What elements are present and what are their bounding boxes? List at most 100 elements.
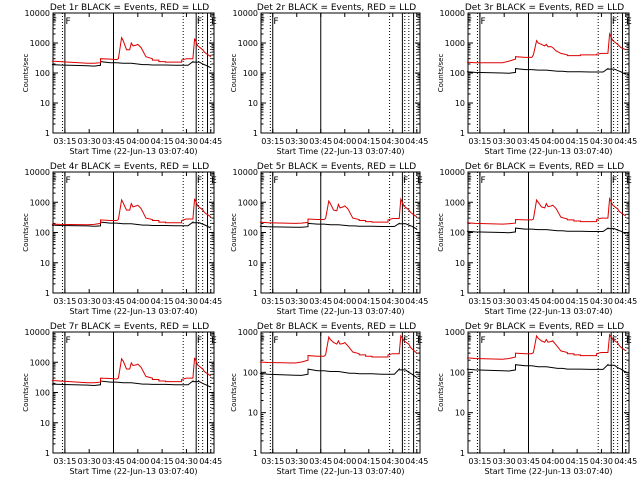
x-tick-label: 04:30 (381, 457, 404, 466)
y-tick-label: 1000 (445, 198, 465, 207)
flag-annotation: E (626, 17, 632, 27)
plot-frame (260, 331, 421, 454)
panel-title: Det 5r BLACK = Events, RED = LLD (257, 162, 416, 172)
x-tick-label: 03:30 (78, 297, 101, 306)
x-tick-label: 03:45 (517, 137, 540, 146)
x-tick-label: 03:15 (261, 297, 284, 306)
x-tick-label: 03:30 (78, 457, 101, 466)
series-line-lld (466, 32, 626, 64)
flag-annotation: F (467, 17, 472, 27)
series-line-lld (259, 334, 418, 364)
flag-annotation: F (467, 176, 472, 186)
x-tick-label: 04:45 (199, 457, 222, 466)
x-tick-label: 04:15 (566, 297, 589, 306)
x-tick-label: 03:30 (285, 297, 308, 306)
flag-annotation: F (52, 336, 57, 346)
panel-det-6: Det 6r BLACK = Events, RED = LLD Start Ti… (437, 162, 637, 316)
flag-annotation: E (417, 176, 423, 186)
panel-det-1: Det 1r BLACK = Events, RED = LLD Start Ti… (22, 3, 222, 156)
x-tick-label: 04:00 (333, 457, 356, 466)
panel-title: Det 3r BLACK = Events, RED = LLD (465, 3, 624, 13)
series-line-lld (51, 198, 212, 226)
series-line-events (51, 221, 212, 229)
x-tick-label: 04:00 (333, 297, 356, 306)
series-line-events (259, 367, 418, 378)
flag-annotation: F (197, 336, 202, 346)
y-tick-label: 10000 (25, 168, 50, 177)
flag-annotation: E (626, 336, 632, 346)
y-tick-label: 10 (455, 99, 465, 108)
x-axis-label: Start Time (22-Jun-13 03:07:40) (277, 467, 405, 476)
panel-title: Det 2r BLACK = Events, RED = LLD (257, 3, 416, 13)
x-tick-label: 04:15 (566, 137, 589, 146)
y-tick-label: 1 (45, 449, 50, 458)
y-tick-label: 100 (35, 229, 50, 238)
x-axis-label: Start Time (22-Jun-13 03:07:40) (277, 307, 405, 316)
x-tick-label: 04:45 (614, 297, 637, 306)
y-tick-label: 10000 (440, 168, 465, 177)
x-tick-label: 03:15 (261, 457, 284, 466)
x-tick-label: 04:15 (151, 137, 174, 146)
flag-annotation: F (403, 336, 408, 346)
y-tick-label: 10 (40, 419, 50, 428)
flag-annotation: E (211, 176, 217, 186)
x-tick-label: 03:15 (53, 297, 76, 306)
flag-annotation: F (66, 336, 71, 346)
plot-frame (52, 331, 215, 454)
x-tick-label: 04:30 (590, 297, 613, 306)
x-tick-label: 04:45 (405, 297, 428, 306)
y-axis-label: Counts/sec (22, 54, 30, 93)
plot-frame (260, 171, 421, 294)
series-line-events (259, 222, 418, 230)
y-tick-label: 10000 (233, 9, 258, 18)
x-tick-label: 03:45 (309, 137, 332, 146)
x-tick-label: 04:45 (405, 457, 428, 466)
y-tick-label: 100 (35, 389, 50, 398)
panel-title: Det 7r BLACK = Events, RED = LLD (50, 322, 209, 332)
x-axis-label: Start Time (22-Jun-13 03:07:40) (485, 307, 613, 316)
x-tick-label: 03:45 (517, 457, 540, 466)
x-tick-label: 03:30 (285, 457, 308, 466)
plot-frame (467, 331, 630, 454)
x-tick-label: 04:00 (126, 137, 149, 146)
y-tick-label: 1000 (30, 39, 50, 48)
x-axis-label: Start Time (22-Jun-13 03:07:40) (70, 307, 198, 316)
x-tick-label: 04:30 (590, 137, 613, 146)
flag-annotation: F (467, 336, 472, 346)
x-tick-label: 04:45 (614, 137, 637, 146)
x-tick-label: 04:30 (175, 137, 198, 146)
x-axis-label: Start Time (22-Jun-13 03:07:40) (277, 147, 405, 156)
series-line-lld (51, 357, 212, 384)
panel-title: Det 6r BLACK = Events, RED = LLD (465, 162, 624, 172)
y-tick-label: 10 (455, 259, 465, 268)
flag-annotation: F (66, 17, 71, 27)
panel-title: Det 9r BLACK = Events, RED = LLD (465, 322, 624, 332)
y-tick-label: 10000 (440, 9, 465, 18)
panel-title: Det 8r BLACK = Events, RED = LLD (257, 322, 416, 332)
x-tick-label: 03:30 (493, 137, 516, 146)
y-tick-label: 10 (248, 259, 258, 268)
x-axis-label: Start Time (22-Jun-13 03:07:40) (485, 467, 613, 476)
y-axis-label: Counts/sec (230, 54, 238, 93)
y-axis-label: Counts/sec (437, 373, 445, 412)
y-tick-label: 1 (45, 289, 50, 298)
x-tick-label: 04:30 (590, 457, 613, 466)
y-tick-label: 100 (243, 69, 258, 78)
y-tick-label: 10000 (25, 9, 50, 18)
y-tick-label: 10 (248, 409, 258, 418)
x-axis-label: Start Time (22-Jun-13 03:07:40) (485, 147, 613, 156)
panel-det-5: Det 5r BLACK = Events, RED = LLD Start Ti… (230, 162, 428, 316)
series-line-events (466, 67, 627, 75)
series-line-events (51, 60, 212, 69)
x-tick-label: 04:30 (175, 297, 198, 306)
y-tick-label: 10000 (233, 168, 258, 177)
x-tick-label: 03:15 (468, 457, 491, 466)
series-line-lld (466, 333, 627, 360)
x-tick-label: 04:15 (151, 457, 174, 466)
y-tick-label: 1000 (238, 198, 258, 207)
x-tick-label: 03:30 (285, 137, 308, 146)
y-tick-label: 100 (450, 69, 465, 78)
y-axis-label: Counts/sec (230, 373, 238, 412)
x-tick-label: 03:30 (78, 137, 101, 146)
